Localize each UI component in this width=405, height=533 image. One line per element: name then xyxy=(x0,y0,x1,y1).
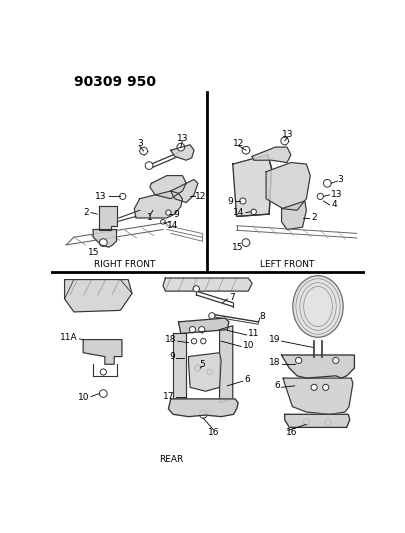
Circle shape xyxy=(198,327,205,333)
Circle shape xyxy=(242,147,250,154)
Text: 18: 18 xyxy=(166,335,177,344)
Text: 6: 6 xyxy=(274,381,280,390)
Polygon shape xyxy=(64,280,132,312)
Polygon shape xyxy=(281,201,306,230)
Circle shape xyxy=(317,193,324,199)
Polygon shape xyxy=(173,334,186,399)
Circle shape xyxy=(166,210,171,215)
Circle shape xyxy=(195,365,201,371)
Polygon shape xyxy=(150,175,186,199)
Circle shape xyxy=(140,147,147,155)
Text: 18: 18 xyxy=(269,358,280,367)
Text: 6: 6 xyxy=(244,375,250,384)
Text: 10: 10 xyxy=(243,341,254,350)
Circle shape xyxy=(323,384,329,391)
Polygon shape xyxy=(283,378,353,414)
Polygon shape xyxy=(220,326,233,403)
Circle shape xyxy=(281,137,288,145)
Text: 15: 15 xyxy=(87,248,99,257)
Polygon shape xyxy=(171,145,194,160)
Circle shape xyxy=(100,390,107,398)
Text: 13: 13 xyxy=(95,192,107,201)
Polygon shape xyxy=(233,155,271,216)
Text: 10: 10 xyxy=(78,393,90,402)
Circle shape xyxy=(325,419,331,425)
Text: 5: 5 xyxy=(199,360,205,369)
Circle shape xyxy=(303,419,309,425)
Text: 4: 4 xyxy=(331,199,337,208)
Text: 90309 950: 90309 950 xyxy=(74,75,156,88)
Text: 8: 8 xyxy=(260,312,266,321)
Polygon shape xyxy=(189,353,221,391)
Circle shape xyxy=(191,338,197,344)
Text: 14: 14 xyxy=(167,221,178,230)
Polygon shape xyxy=(266,163,310,210)
Circle shape xyxy=(199,410,207,418)
Polygon shape xyxy=(168,399,238,417)
Polygon shape xyxy=(171,180,198,203)
Text: 2: 2 xyxy=(84,208,90,217)
Polygon shape xyxy=(252,147,291,163)
Text: 19: 19 xyxy=(269,335,280,344)
Circle shape xyxy=(193,286,199,292)
Text: 11A: 11A xyxy=(60,333,78,342)
Circle shape xyxy=(100,369,107,375)
Text: 9: 9 xyxy=(228,197,234,206)
Circle shape xyxy=(145,161,153,169)
Text: 1: 1 xyxy=(147,213,153,222)
Text: 13: 13 xyxy=(177,134,188,143)
Circle shape xyxy=(240,198,246,204)
Polygon shape xyxy=(83,340,122,364)
Text: 14: 14 xyxy=(233,208,244,217)
Polygon shape xyxy=(93,230,117,247)
Circle shape xyxy=(242,239,250,246)
Text: 12: 12 xyxy=(232,139,244,148)
Circle shape xyxy=(296,357,302,364)
Circle shape xyxy=(177,143,185,151)
Polygon shape xyxy=(285,414,350,427)
Text: 13: 13 xyxy=(331,190,343,199)
Circle shape xyxy=(200,338,206,344)
Text: 7: 7 xyxy=(229,293,234,302)
Text: 2: 2 xyxy=(311,213,317,222)
Text: LEFT FRONT: LEFT FRONT xyxy=(260,260,314,269)
Text: 9: 9 xyxy=(169,352,175,361)
Circle shape xyxy=(324,180,331,187)
Circle shape xyxy=(207,369,212,375)
Text: 16: 16 xyxy=(286,427,298,437)
Text: 11: 11 xyxy=(248,329,260,338)
Circle shape xyxy=(209,313,215,319)
Polygon shape xyxy=(163,278,252,291)
Polygon shape xyxy=(99,206,117,230)
Text: RIGHT FRONT: RIGHT FRONT xyxy=(94,260,155,269)
Text: 3: 3 xyxy=(337,175,343,184)
Text: REAR: REAR xyxy=(159,455,183,464)
Text: 9: 9 xyxy=(173,209,179,219)
Text: 13: 13 xyxy=(282,130,294,139)
Text: 16: 16 xyxy=(208,427,219,437)
Circle shape xyxy=(311,384,317,391)
Polygon shape xyxy=(134,191,182,218)
Text: 3: 3 xyxy=(137,139,143,148)
Polygon shape xyxy=(179,318,229,334)
Ellipse shape xyxy=(293,276,343,337)
Circle shape xyxy=(161,220,165,224)
Circle shape xyxy=(251,209,256,214)
Circle shape xyxy=(100,239,107,246)
Circle shape xyxy=(119,193,126,199)
Text: 17: 17 xyxy=(163,392,175,401)
Polygon shape xyxy=(281,355,354,378)
Text: 15: 15 xyxy=(232,243,244,252)
Text: 12: 12 xyxy=(195,192,206,201)
Circle shape xyxy=(333,357,339,364)
Circle shape xyxy=(190,327,196,333)
